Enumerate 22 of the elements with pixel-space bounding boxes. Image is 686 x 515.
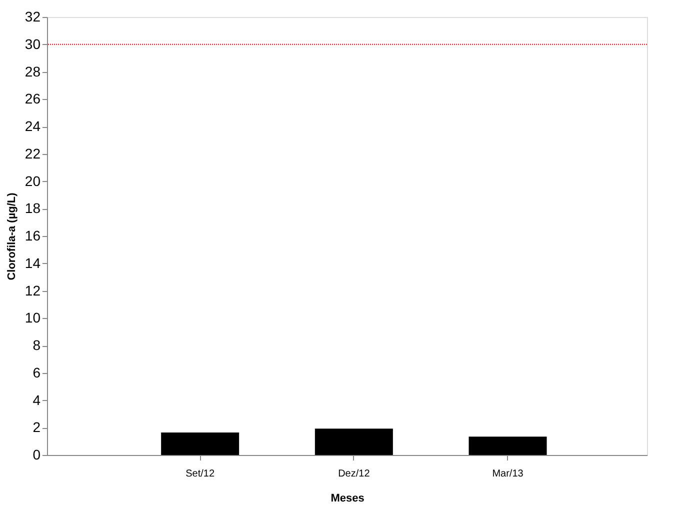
y-tick-label: 6 (32, 364, 41, 380)
y-tick-label: 12 (24, 282, 41, 298)
y-tick-label: 2 (32, 419, 41, 436)
x-tick-label: Set/12 (186, 468, 215, 480)
y-tick-label: 24 (24, 118, 41, 134)
y-tick-label: 0 (32, 446, 41, 462)
y-tick-label: 28 (24, 63, 41, 80)
y-tick-label: 4 (32, 392, 41, 408)
y-tick-label: 18 (24, 200, 41, 216)
y-tick-label: 20 (24, 172, 41, 189)
x-axis-title: Meses (330, 492, 364, 504)
y-tick-label: 16 (24, 228, 41, 244)
y-tick-label: 26 (24, 90, 41, 107)
y-axis-title: Clorofila-a (µg/L) (6, 192, 18, 280)
y-tick-label: 8 (32, 337, 41, 353)
x-tick-label: Dez/12 (338, 468, 370, 480)
y-tick-label: 32 (24, 8, 41, 24)
y-tick-label: 10 (24, 310, 41, 326)
x-tick-label: Mar/13 (492, 468, 524, 480)
y-tick-label: 14 (24, 254, 41, 271)
y-tick-label: 30 (24, 36, 41, 52)
y-tick-label: 22 (24, 145, 41, 162)
